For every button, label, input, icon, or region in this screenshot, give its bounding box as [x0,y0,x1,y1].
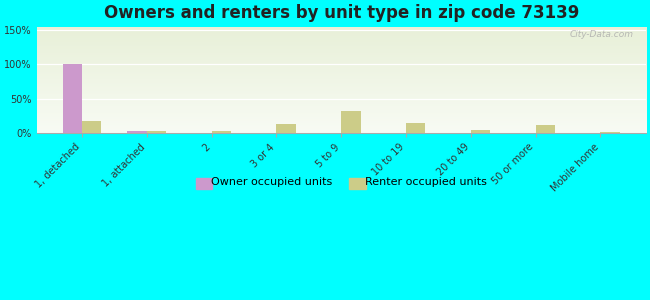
Title: Owners and renters by unit type in zip code 73139: Owners and renters by unit type in zip c… [103,4,579,22]
Bar [147,131,166,133]
Bar [536,124,555,133]
Bar [62,64,82,133]
Bar [406,122,426,133]
Bar [341,111,361,133]
Bar [82,121,101,133]
Bar [276,124,296,133]
Bar [471,130,490,133]
Legend: Owner occupied units, Renter occupied units: Owner occupied units, Renter occupied un… [191,172,491,191]
Bar [212,131,231,133]
Bar [601,132,620,133]
Bar [127,131,147,133]
Text: City-Data.com: City-Data.com [569,30,634,39]
